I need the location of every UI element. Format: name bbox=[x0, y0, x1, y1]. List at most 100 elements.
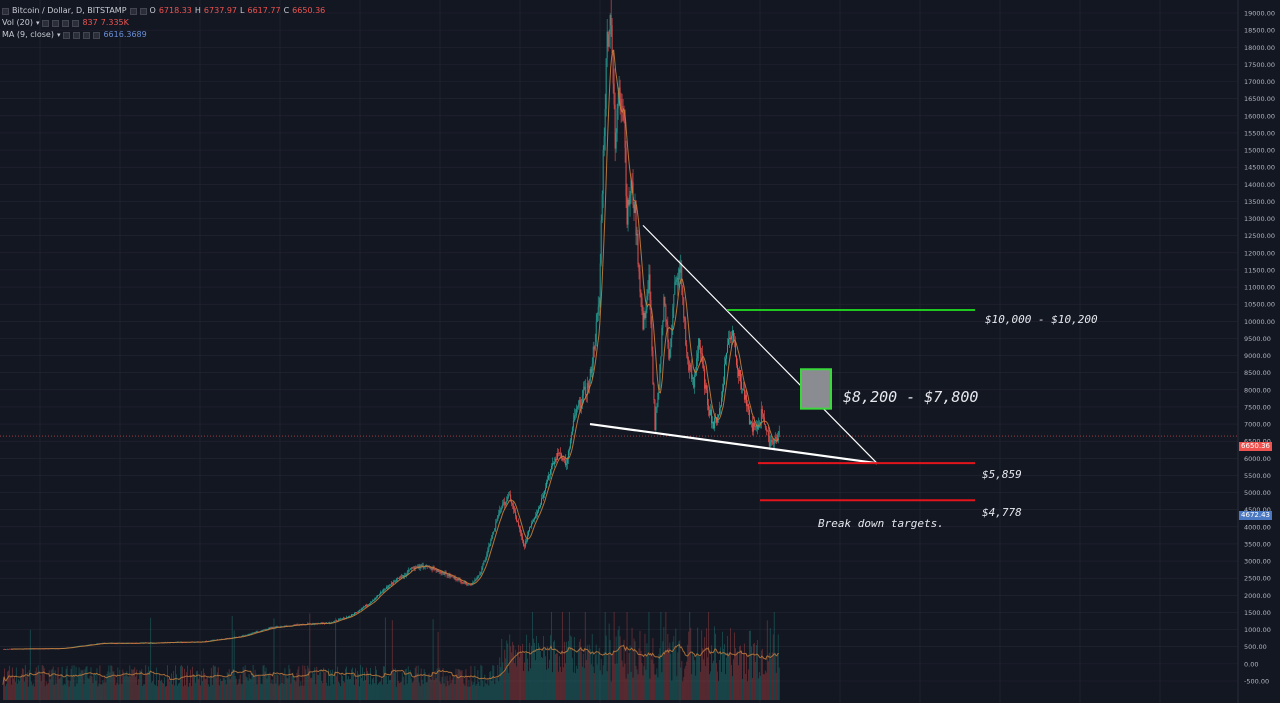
volume-bar bbox=[118, 684, 120, 700]
y-tick-label: 8000.00 bbox=[1244, 386, 1271, 394]
volume-more-button[interactable] bbox=[72, 19, 80, 27]
volume-bar bbox=[506, 640, 508, 700]
volume-bar bbox=[244, 665, 246, 700]
candle-body bbox=[588, 380, 590, 389]
volume-bar bbox=[50, 670, 52, 700]
volume-bar bbox=[567, 641, 569, 700]
volume-hide-button[interactable] bbox=[42, 19, 50, 27]
volume-bar bbox=[397, 681, 399, 700]
volume-bar bbox=[499, 657, 501, 700]
candle-body bbox=[629, 195, 631, 205]
volume-bar bbox=[339, 683, 341, 700]
ma-remove-button[interactable] bbox=[83, 31, 91, 39]
candle-body bbox=[732, 330, 733, 336]
chevron-down-icon[interactable]: ▾ bbox=[56, 31, 61, 39]
candle-body bbox=[698, 338, 700, 354]
volume-bar bbox=[619, 636, 621, 700]
y-tick-label: 19000.00 bbox=[1244, 10, 1275, 18]
chevron-down-icon[interactable]: ▾ bbox=[35, 19, 40, 27]
targets-note: Break down targets. bbox=[818, 517, 944, 530]
ma-more-button[interactable] bbox=[93, 31, 101, 39]
volume-bar bbox=[185, 685, 186, 700]
volume-bar bbox=[256, 684, 258, 700]
volume-bar bbox=[512, 641, 514, 700]
candle-body bbox=[272, 627, 274, 629]
volume-bar bbox=[547, 646, 548, 700]
candle-body bbox=[531, 523, 533, 527]
volume-bar bbox=[715, 633, 717, 700]
drawing-layer[interactable] bbox=[589, 224, 975, 502]
candle-body bbox=[644, 312, 646, 319]
candle-body bbox=[351, 614, 353, 617]
volume-bar bbox=[297, 669, 299, 700]
volume-bar bbox=[620, 647, 622, 700]
candle-body bbox=[751, 423, 753, 432]
volume-bar bbox=[97, 686, 99, 700]
candle-body bbox=[639, 271, 641, 292]
volume-bar bbox=[685, 665, 687, 700]
candle-body bbox=[4, 649, 6, 650]
candle-body bbox=[650, 300, 652, 325]
volume-bar bbox=[417, 665, 419, 700]
volume-bar bbox=[666, 650, 668, 700]
candle-body bbox=[745, 394, 747, 407]
volume-bar bbox=[273, 618, 275, 700]
volume-bar bbox=[643, 665, 645, 700]
volume-bar bbox=[586, 645, 588, 700]
volume-bar bbox=[29, 629, 31, 700]
symbol-settings-button[interactable] bbox=[129, 7, 137, 15]
volume-bar bbox=[162, 682, 164, 700]
volume-bar bbox=[774, 652, 776, 700]
ma-hide-button[interactable] bbox=[63, 31, 71, 39]
volume-bar bbox=[611, 653, 613, 700]
volume-bar bbox=[30, 681, 32, 700]
volume-bar bbox=[708, 612, 710, 700]
volume-bar bbox=[22, 669, 24, 700]
volume-bar bbox=[751, 677, 753, 700]
volume-bar bbox=[460, 671, 462, 700]
volume-bar bbox=[236, 684, 238, 700]
symbol-more-button[interactable] bbox=[139, 7, 147, 15]
support-trendline bbox=[589, 422, 878, 465]
symbol-title: Bitcoin / Dollar, D, BITSTAMP bbox=[12, 6, 127, 15]
close-value: 6650.36 bbox=[292, 6, 326, 15]
candle-body bbox=[566, 457, 568, 464]
volume-bar bbox=[494, 683, 496, 700]
candle-body bbox=[537, 511, 538, 514]
candle-body bbox=[606, 31, 608, 59]
volume-settings-button[interactable] bbox=[52, 19, 60, 27]
volume-remove-button[interactable] bbox=[62, 19, 70, 27]
volume-bar bbox=[261, 684, 263, 700]
volume-bar bbox=[280, 673, 282, 700]
volume-bar bbox=[259, 676, 261, 700]
price-axis[interactable]: 19000.00 18500.00 18000.00 17500.00 17000.00… bbox=[1237, 0, 1275, 703]
volume-bar bbox=[471, 681, 473, 700]
volume-bar bbox=[765, 672, 767, 700]
hide-symbol-button[interactable] bbox=[2, 7, 9, 15]
volume-bar bbox=[384, 617, 386, 700]
volume-bar bbox=[75, 666, 77, 700]
candle-body bbox=[612, 53, 614, 84]
volume-bar bbox=[70, 668, 72, 700]
volume-bar bbox=[515, 649, 517, 700]
volume-bar bbox=[344, 682, 346, 700]
candle-body bbox=[563, 458, 565, 461]
candle-body bbox=[584, 386, 586, 395]
candle-body bbox=[539, 507, 540, 509]
candle-body bbox=[681, 264, 683, 286]
volume-bar bbox=[105, 682, 107, 700]
volume-bar bbox=[11, 667, 13, 700]
volume-bar bbox=[56, 674, 58, 700]
volume-bar bbox=[85, 666, 87, 700]
volume-bar bbox=[731, 664, 732, 700]
volume-bar bbox=[442, 668, 444, 700]
ma-settings-button[interactable] bbox=[73, 31, 81, 39]
volume-bar bbox=[540, 651, 541, 700]
volume-bar bbox=[284, 668, 286, 700]
candle-body bbox=[616, 108, 618, 133]
candle-body bbox=[646, 296, 648, 310]
volume-bar bbox=[671, 680, 673, 700]
volume-bar bbox=[655, 674, 657, 700]
candle-body bbox=[512, 503, 514, 506]
